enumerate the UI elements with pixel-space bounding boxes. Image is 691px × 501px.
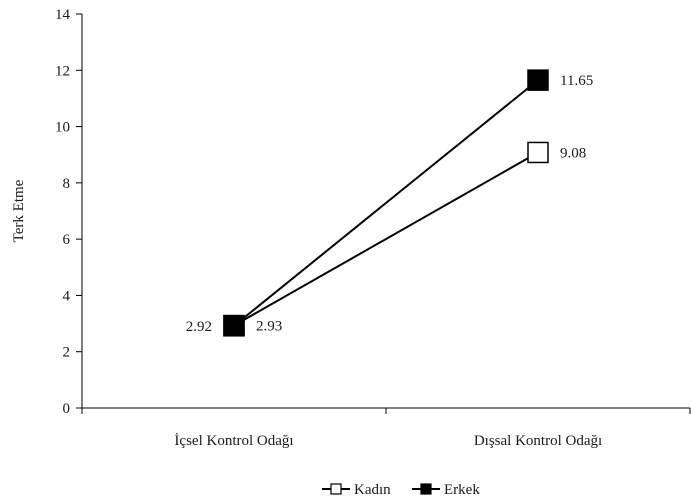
data-point-marker bbox=[527, 141, 549, 164]
data-label: 2.92 bbox=[186, 319, 212, 335]
y-tick-label: 4 bbox=[63, 288, 71, 304]
data-label: 9.08 bbox=[560, 145, 586, 161]
data-point-marker bbox=[223, 315, 245, 337]
data-label: 2.93 bbox=[256, 319, 282, 335]
x-category-label: İçsel Kontrol Odağı bbox=[174, 433, 293, 449]
data-point-marker bbox=[527, 69, 549, 91]
legend-marker bbox=[330, 483, 342, 495]
data-label: 11.65 bbox=[560, 73, 593, 89]
legend-label: Erkek bbox=[444, 482, 480, 498]
series-line-0 bbox=[233, 151, 539, 327]
series-line-1 bbox=[233, 79, 539, 327]
y-tick-label: 6 bbox=[63, 232, 71, 248]
x-category-label: Dışsal Kontrol Odağı bbox=[474, 433, 602, 449]
legend-label: Kadın bbox=[354, 482, 391, 498]
y-axis-title: Terk Etme bbox=[11, 179, 27, 242]
legend-marker bbox=[420, 483, 432, 495]
y-tick-label: 2 bbox=[63, 345, 71, 361]
y-tick-label: 8 bbox=[63, 176, 71, 192]
y-tick-label: 12 bbox=[55, 63, 70, 79]
y-tick-label: 14 bbox=[55, 7, 71, 23]
y-tick-label: 10 bbox=[55, 120, 70, 136]
y-tick-label: 0 bbox=[63, 401, 71, 417]
